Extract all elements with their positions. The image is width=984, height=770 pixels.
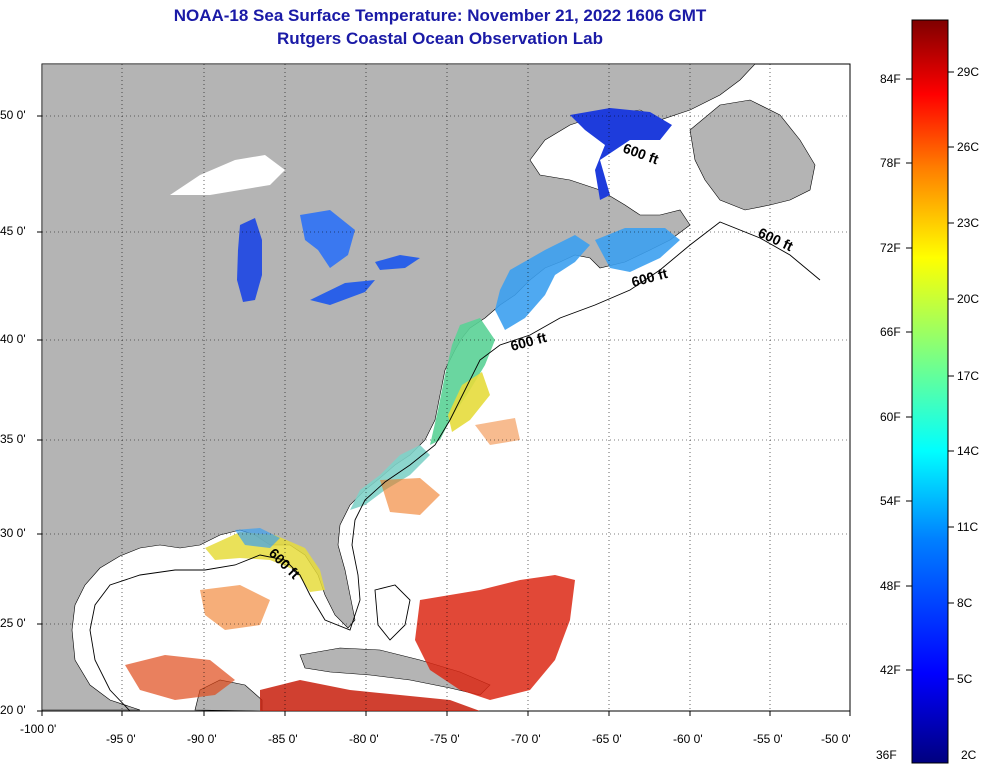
land-north-america bbox=[42, 64, 756, 711]
x-tick-label: -65 0' bbox=[592, 732, 622, 746]
colorbar-c-label: 2C bbox=[961, 748, 977, 762]
sst-gulf-shelf-mild bbox=[205, 532, 325, 592]
lake-huron bbox=[300, 210, 355, 268]
x-tick-label: -50 0' bbox=[821, 732, 851, 746]
sst-nova-scotia-cool bbox=[595, 228, 680, 272]
contour-600ft bbox=[89, 221, 821, 711]
colorbar-c-label: 20C bbox=[957, 292, 980, 306]
colorbar-f-label: 36F bbox=[876, 748, 897, 762]
sst-se-shelf bbox=[350, 445, 430, 510]
lake-michigan bbox=[237, 218, 262, 302]
sst-mid-atlantic-shelf bbox=[430, 318, 495, 445]
y-tick-label: 25 0' bbox=[0, 616, 26, 630]
gulf-st-lawrence bbox=[600, 140, 690, 210]
lake-erie bbox=[310, 280, 375, 305]
x-tick-label: -80 0' bbox=[349, 732, 379, 746]
colorbar-c-label: 29C bbox=[957, 65, 980, 79]
sst-gulf-warm-center bbox=[200, 585, 270, 630]
y-tick-label: 20 0' bbox=[0, 703, 26, 717]
sst-mid-atlantic-mild bbox=[448, 372, 490, 432]
colorbar-f-label: 84F bbox=[880, 72, 901, 86]
colorbar bbox=[911, 19, 949, 764]
sst-st-lawrence-cold bbox=[570, 108, 672, 200]
sst-gulf-of-maine bbox=[495, 235, 590, 330]
lake-superior bbox=[170, 155, 285, 195]
colorbar-c-label: 5C bbox=[957, 672, 973, 686]
y-tick-label: 40 0' bbox=[0, 332, 26, 346]
x-tick-label: -55 0' bbox=[753, 732, 783, 746]
sst-offshore-warm bbox=[380, 478, 440, 515]
colorbar-c-label: 17C bbox=[957, 369, 980, 383]
contour-600ft-bahamas bbox=[374, 584, 411, 641]
land-newfoundland bbox=[689, 99, 816, 211]
colorbar-c-label: 14C bbox=[957, 444, 980, 458]
y-tick-label: 45 0' bbox=[0, 224, 26, 238]
axis-ticks bbox=[37, 115, 851, 716]
colorbar-f-label: 72F bbox=[880, 241, 901, 255]
sst-gulf-shelf-cool bbox=[235, 528, 280, 548]
x-tick-label: -70 0' bbox=[511, 732, 541, 746]
x-tick-label: -85 0' bbox=[268, 732, 298, 746]
colorbar-c-label: 11C bbox=[957, 520, 979, 534]
colorbar-c-label: 8C bbox=[957, 596, 973, 610]
colorbar-f-label: 48F bbox=[880, 579, 901, 593]
colorbar-c-label: 23C bbox=[957, 216, 980, 230]
x-tick-label: -75 0' bbox=[430, 732, 460, 746]
map-title: NOAA-18 Sea Surface Temperature: Novembe… bbox=[173, 6, 707, 25]
sst-gulf-warm-west bbox=[125, 655, 235, 700]
colorbar-f-label: 42F bbox=[880, 663, 901, 677]
colorbar-f-label: 54F bbox=[880, 494, 901, 508]
colorbar-f-label: 78F bbox=[880, 156, 901, 170]
y-tick-label: 30 0' bbox=[0, 526, 26, 540]
sst-caribbean-hot bbox=[260, 680, 480, 711]
y-tick-label: 35 0' bbox=[0, 432, 26, 446]
map-subtitle: Rutgers Coastal Ocean Observation Lab bbox=[277, 29, 603, 48]
x-tick-label: -100 0' bbox=[20, 722, 57, 736]
graticule bbox=[42, 64, 850, 711]
colorbar-c-label: 26C bbox=[957, 140, 980, 154]
x-tick-label: -95 0' bbox=[106, 732, 136, 746]
sst-offshore-warm-2 bbox=[475, 418, 520, 445]
colorbar-f-label: 60F bbox=[880, 410, 901, 424]
x-tick-label: -90 0' bbox=[187, 732, 217, 746]
sst-atlantic-warm bbox=[415, 575, 575, 700]
y-tick-label: 50 0' bbox=[0, 108, 26, 122]
colorbar-f-label: 66F bbox=[880, 325, 901, 339]
colorbar-ticks bbox=[906, 71, 954, 680]
lake-ontario bbox=[375, 255, 420, 270]
x-tick-label: -60 0' bbox=[673, 732, 703, 746]
